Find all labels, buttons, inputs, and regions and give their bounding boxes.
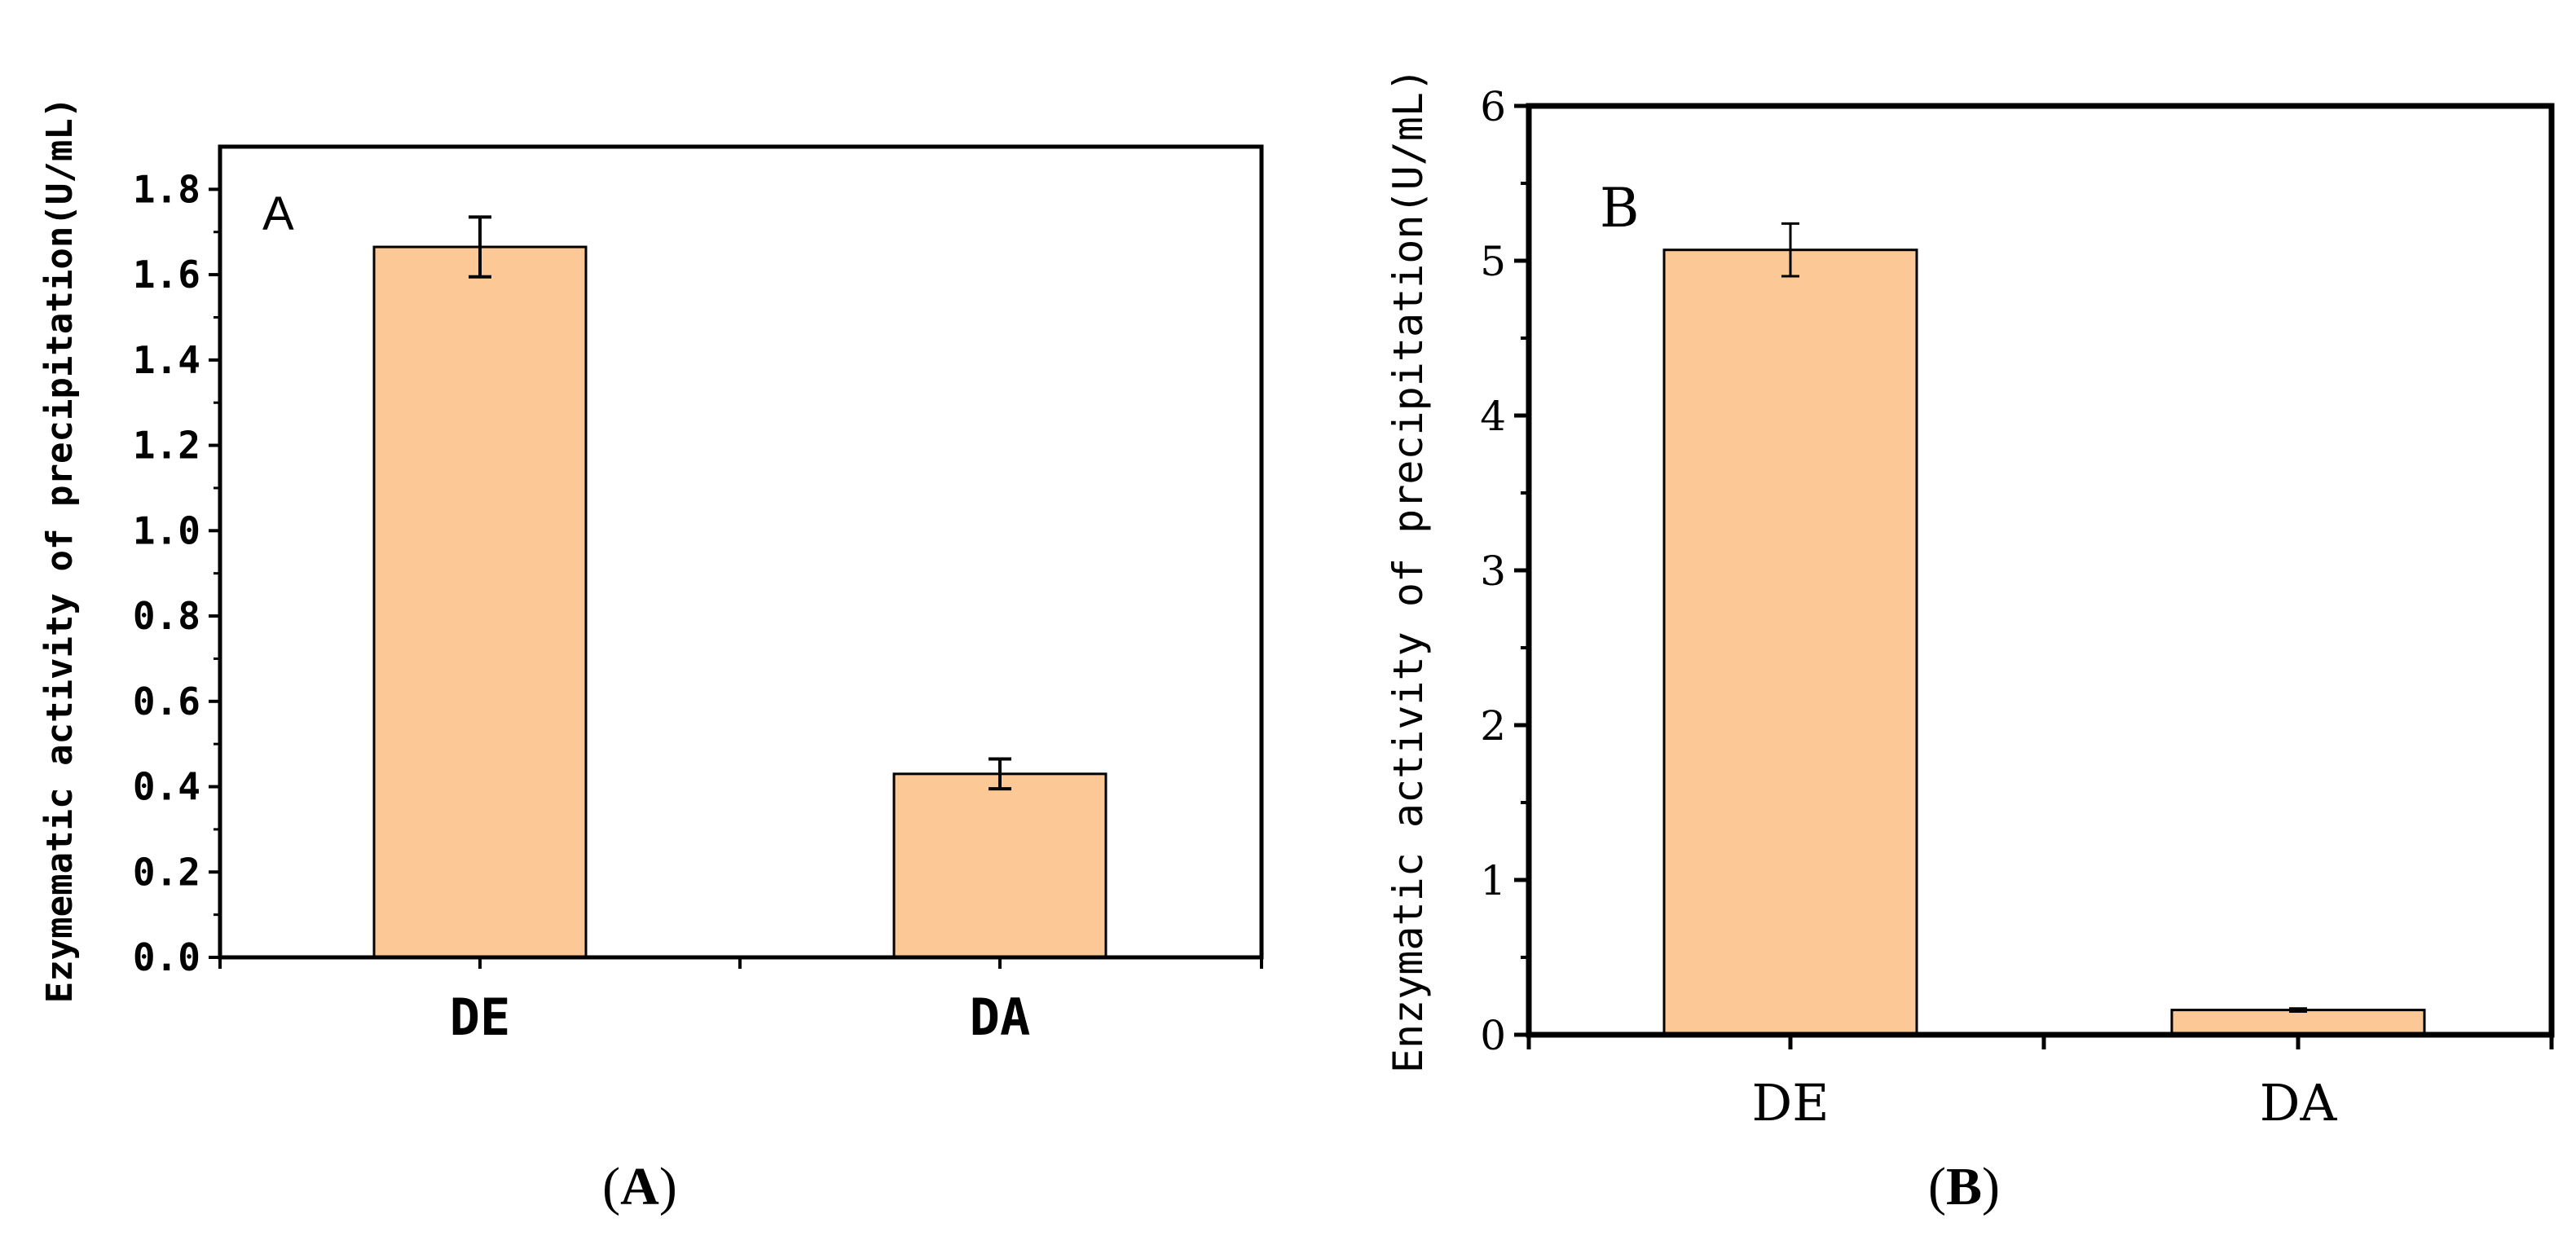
error-bar-da — [989, 757, 1011, 791]
y-tick-label: 4 — [1480, 393, 1506, 440]
chart-a-plot-frame — [218, 144, 1264, 960]
error-bar-de — [469, 215, 491, 279]
chart-b-panel-label: B — [1600, 177, 1640, 240]
y-tick-label: 0.0 — [133, 935, 200, 979]
y-tick-label: 1.2 — [133, 424, 200, 468]
y-tick-label: 0.4 — [133, 765, 200, 809]
y-tick-label: 0 — [1480, 1012, 1506, 1059]
caption-a-label: A — [620, 1157, 659, 1216]
y-tick-label: 1.6 — [133, 253, 200, 297]
y-tick-label: 6 — [1480, 83, 1506, 130]
chart-a: 0.0 0.2 0.4 0.6 0.8 1.0 1.2 1.4 1.6 1.8 DE DA A Ez… — [39, 97, 1264, 1047]
chart-a-bars: DE DA — [372, 215, 1107, 1047]
y-tick-label: 1.8 — [133, 167, 200, 211]
error-bar-de — [1781, 222, 1799, 278]
chart-a-ticks: 0.0 0.2 0.4 0.6 0.8 1.0 1.2 1.4 1.6 1.8 — [133, 167, 1263, 979]
y-tick-label: 0.6 — [133, 680, 200, 724]
y-tick-label: 1.0 — [133, 508, 200, 552]
x-category-label-da: DA — [970, 987, 1031, 1047]
chart-b-y-axis-label: Enzymatic activity of precipitation(U/mL… — [1385, 68, 1432, 1073]
y-tick-label: 5 — [1480, 238, 1506, 285]
bar-da — [2170, 1009, 2426, 1036]
chart-a-panel-label: A — [262, 187, 294, 240]
chart-b-plot-frame — [1526, 103, 2555, 1038]
bar-de — [372, 245, 588, 959]
chart-b-ticks: 0 1 2 3 4 5 6 — [1480, 83, 2554, 1059]
x-category-label-de: DE — [450, 987, 511, 1047]
bar-da — [892, 772, 1107, 959]
y-tick-label: 0.8 — [133, 594, 200, 638]
y-tick-label: 0.2 — [133, 850, 200, 894]
y-tick-label: 1.4 — [133, 338, 200, 382]
x-category-label-da: DA — [2260, 1073, 2338, 1133]
chart-a-y-axis-label: Ezymematic activity of precipitation(U/m… — [39, 97, 81, 1004]
chart-b: 0 1 2 3 4 5 6 DE DA B Enzymatic activity of pre… — [1385, 68, 2555, 1133]
caption-b-label: B — [1946, 1157, 1982, 1216]
y-tick-label: 1 — [1480, 857, 1506, 904]
bar-de — [1662, 249, 1918, 1036]
error-bar-da — [2289, 1007, 2307, 1013]
y-tick-label: 3 — [1480, 548, 1506, 595]
caption-a: (A) — [602, 1157, 677, 1216]
caption-b: (B) — [1928, 1157, 2000, 1216]
y-tick-label: 2 — [1480, 702, 1506, 750]
chart-b-bars: DE DA — [1662, 222, 2426, 1133]
x-category-label-de: DE — [1752, 1073, 1830, 1133]
